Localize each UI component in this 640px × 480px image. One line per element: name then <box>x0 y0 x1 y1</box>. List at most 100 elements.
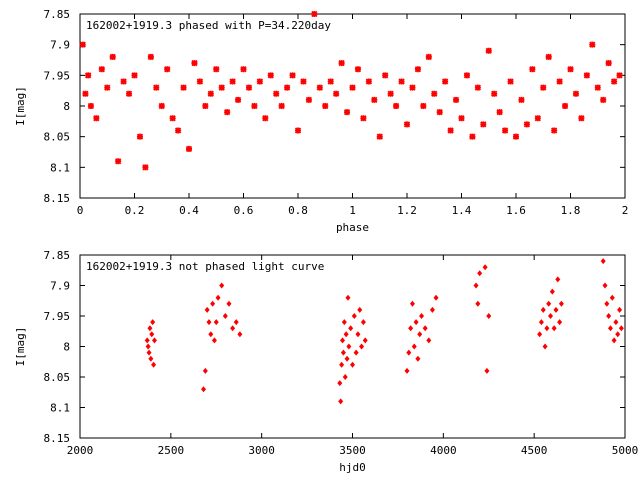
data-point <box>605 59 612 67</box>
data-point <box>463 72 471 79</box>
data-point <box>616 72 623 79</box>
data-point <box>145 343 151 350</box>
data-point <box>538 319 544 326</box>
data-point <box>406 349 412 356</box>
data-point <box>529 66 536 73</box>
data-point <box>447 127 454 134</box>
data-point <box>545 53 552 61</box>
data-point <box>351 313 357 319</box>
data-point <box>523 121 531 128</box>
y-axis-label: I[mag] <box>14 327 27 367</box>
data-point <box>496 108 503 116</box>
data-point <box>422 325 428 332</box>
data-point <box>267 72 274 79</box>
data-point <box>567 66 574 73</box>
data-point <box>602 282 608 289</box>
data-point <box>305 96 313 104</box>
data-point <box>359 343 365 350</box>
data-point <box>606 313 612 319</box>
data-point <box>233 319 239 326</box>
data-point <box>341 319 347 326</box>
data-point <box>208 331 214 338</box>
y-tick-label: 8.15 <box>44 432 71 445</box>
data-point <box>339 361 345 368</box>
data-point <box>480 121 487 128</box>
y-axis-label: I[mag] <box>14 86 27 126</box>
data-point <box>572 90 580 97</box>
data-point <box>555 276 561 283</box>
data-point <box>537 331 543 338</box>
y-tick-label: 7.95 <box>44 310 71 323</box>
x-tick-label: 0.2 <box>125 204 145 217</box>
data-point <box>343 331 349 338</box>
x-tick-label: 0.6 <box>234 204 254 217</box>
x-tick-label: 4500 <box>521 444 548 457</box>
data-point <box>87 102 95 110</box>
data-point <box>611 337 617 344</box>
y-tick-label: 7.9 <box>50 39 70 52</box>
data-point <box>213 319 219 326</box>
data-point <box>196 78 204 85</box>
data-point <box>343 108 351 116</box>
data-point <box>474 84 481 91</box>
data-point <box>425 53 432 61</box>
data-point <box>147 325 153 332</box>
data-point <box>211 337 217 344</box>
data-point <box>201 386 207 393</box>
data-point <box>333 90 340 97</box>
data-point <box>311 10 318 18</box>
data-point <box>245 84 253 91</box>
data-point <box>429 306 435 313</box>
data-point <box>215 294 221 301</box>
data-point <box>120 78 127 85</box>
data-point <box>469 133 476 140</box>
data-point <box>115 158 122 165</box>
data-point <box>617 306 623 313</box>
data-point <box>147 53 154 61</box>
data-point <box>589 41 596 48</box>
data-point <box>344 355 350 362</box>
y-tick-label: 7.9 <box>50 280 70 293</box>
data-point <box>542 343 548 350</box>
data-point <box>431 90 438 97</box>
data-point <box>387 90 394 97</box>
data-points <box>79 10 623 171</box>
data-point <box>93 115 100 122</box>
x-tick-label: 2 <box>622 204 629 217</box>
data-point <box>251 102 258 110</box>
data-point <box>234 96 242 104</box>
data-point <box>342 374 348 380</box>
data-point <box>561 102 569 110</box>
data-point <box>149 331 155 338</box>
data-point <box>426 337 432 344</box>
data-point <box>607 325 613 332</box>
data-point <box>144 337 150 344</box>
x-tick-label: 5000 <box>612 444 639 457</box>
data-point <box>442 78 449 85</box>
data-point <box>210 300 216 307</box>
data-point <box>357 306 363 313</box>
data-point <box>213 66 220 73</box>
data-point <box>618 325 624 332</box>
data-point <box>142 164 149 171</box>
data-point <box>150 319 156 326</box>
data-point <box>604 300 610 307</box>
data-point <box>404 367 410 374</box>
data-point <box>82 90 89 97</box>
data-point <box>355 331 361 338</box>
data-point <box>548 313 554 319</box>
data-point <box>206 319 212 326</box>
y-tick-label: 7.85 <box>44 8 71 21</box>
y-tick-label: 7.95 <box>44 69 71 82</box>
data-point <box>240 66 247 73</box>
x-tick-label: 1 <box>349 204 356 217</box>
data-point <box>609 294 615 301</box>
data-point <box>340 349 346 356</box>
x-tick-label: 4000 <box>430 444 457 457</box>
data-point <box>222 313 228 319</box>
data-point <box>360 319 366 326</box>
x-tick-label: 0.4 <box>179 204 199 217</box>
phased-light-curve-panel: 0 0.2 0.4 0.6 0.8 1 1.2 1.4 1.6 1.8 2 7.85 7.9 7.95 8 8… <box>14 8 628 234</box>
data-point <box>219 282 225 289</box>
